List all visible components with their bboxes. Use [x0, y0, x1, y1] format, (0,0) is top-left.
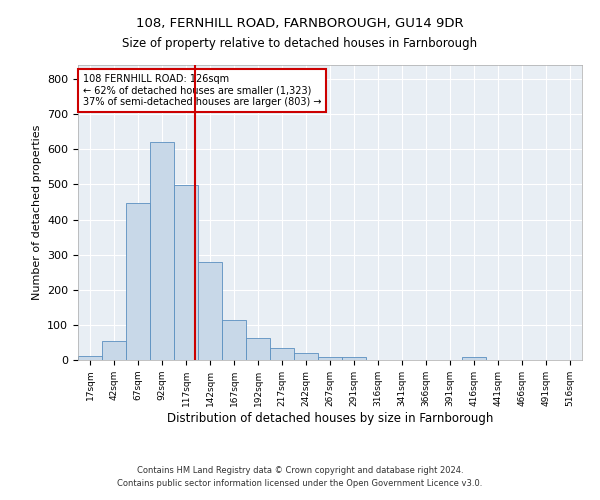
Bar [78, 356, 102, 360]
Text: Size of property relative to detached houses in Farnborough: Size of property relative to detached ho… [122, 38, 478, 51]
Bar [174, 185, 198, 360]
Bar [222, 320, 246, 360]
Bar [462, 357, 486, 360]
Bar [318, 357, 342, 360]
Y-axis label: Number of detached properties: Number of detached properties [32, 125, 41, 300]
Bar [270, 348, 294, 360]
Bar [342, 357, 366, 360]
Text: 108 FERNHILL ROAD: 126sqm
← 62% of detached houses are smaller (1,323)
37% of se: 108 FERNHILL ROAD: 126sqm ← 62% of detac… [83, 74, 322, 107]
Bar [150, 142, 174, 360]
Bar [126, 203, 150, 360]
Bar [294, 353, 318, 360]
Bar [246, 338, 270, 360]
Text: 108, FERNHILL ROAD, FARNBOROUGH, GU14 9DR: 108, FERNHILL ROAD, FARNBOROUGH, GU14 9D… [136, 18, 464, 30]
Text: Contains HM Land Registry data © Crown copyright and database right 2024.
Contai: Contains HM Land Registry data © Crown c… [118, 466, 482, 487]
X-axis label: Distribution of detached houses by size in Farnborough: Distribution of detached houses by size … [167, 412, 493, 424]
Bar [102, 340, 126, 360]
Bar [198, 262, 222, 360]
